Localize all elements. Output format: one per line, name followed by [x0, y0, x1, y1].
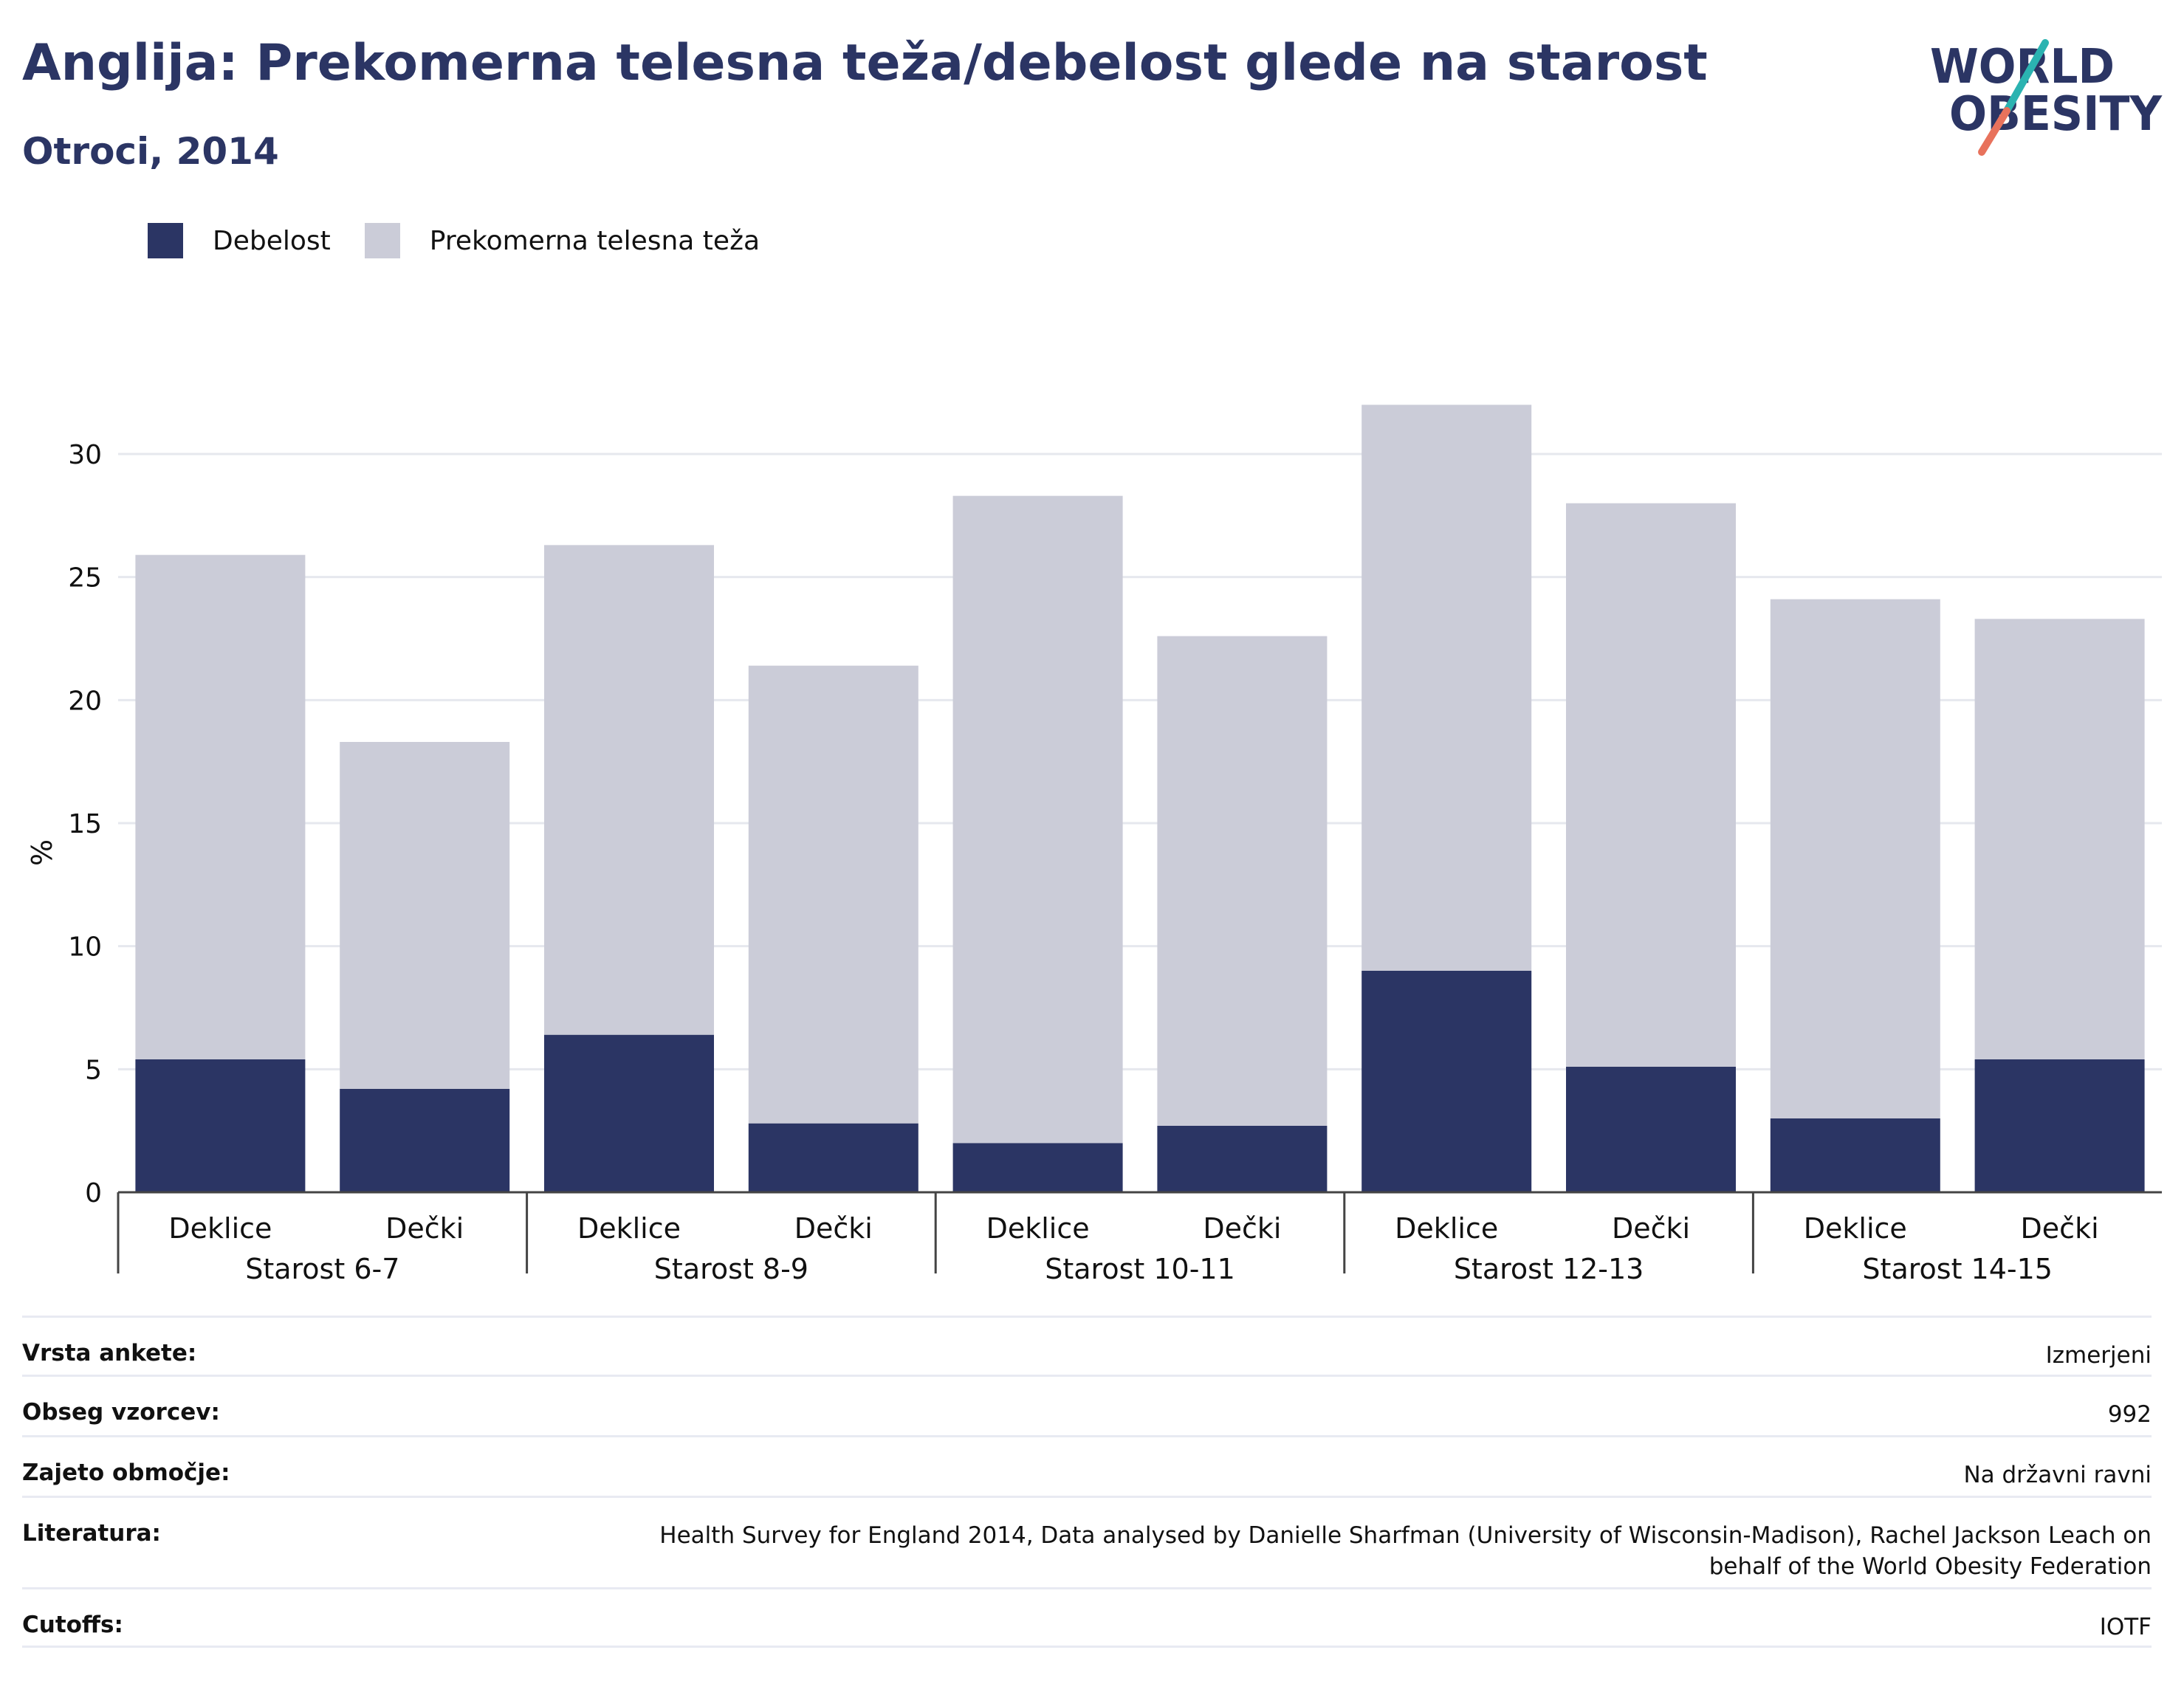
group-label: Starost 12-13 — [1454, 1253, 1644, 1285]
y-tick-label: 15 — [68, 809, 102, 839]
chart-title: Anglija: Prekomerna telesna teža/debelos… — [22, 34, 1708, 92]
y-tick-label: 20 — [68, 686, 102, 716]
logo-line2: OBESITY — [1949, 87, 2163, 142]
bar-overweight — [1770, 599, 1940, 1118]
bar-overweight — [340, 742, 510, 1089]
bar-overweight — [952, 495, 1123, 1144]
x-tick-label: Dečki — [1203, 1212, 1281, 1245]
bar-obesity — [1770, 1118, 1940, 1192]
group-label: Starost 10-11 — [1045, 1253, 1235, 1285]
bar-obesity — [1157, 1126, 1328, 1192]
metadata-value: Izmerjeni — [2045, 1342, 2152, 1369]
bar-overweight — [135, 554, 306, 1059]
metadata-table: Vrsta ankete: Izmerjeni Obseg vzorcev: 992 Z… — [22, 1316, 2152, 1648]
bar-overweight — [1974, 619, 2145, 1059]
chart-subtitle: Otroci, 2014 — [22, 130, 279, 173]
metadata-row: Literatura: Health Survey for England 201… — [22, 1496, 2152, 1587]
metadata-key: Literatura: — [22, 1520, 161, 1547]
x-tick-label: Dečki — [794, 1212, 873, 1245]
legend-swatch-overweight — [364, 223, 400, 258]
x-tick-label: Dečki — [2021, 1212, 2099, 1245]
x-tick-label: Deklice — [1395, 1212, 1498, 1245]
bar-obesity — [1566, 1067, 1736, 1192]
bar-obesity — [340, 1089, 510, 1192]
legend-item-obesity[interactable]: Debelost — [148, 223, 331, 258]
legend-swatch-obesity — [148, 223, 183, 258]
bar-obesity — [135, 1059, 306, 1192]
x-tick-label: Dečki — [1612, 1212, 1690, 1245]
y-tick-label: 5 — [85, 1055, 102, 1085]
legend-item-overweight[interactable]: Prekomerna telesna teža — [364, 223, 760, 258]
bar-obesity — [748, 1123, 918, 1192]
metadata-key: Vrsta ankete: — [22, 1340, 197, 1366]
y-tick-label: 0 — [85, 1178, 102, 1208]
y-tick-label: 25 — [68, 563, 102, 594]
bar-overweight — [1566, 503, 1736, 1067]
metadata-row: Obseg vzorcev: 992 — [22, 1375, 2152, 1435]
bar-overweight — [1361, 405, 1532, 971]
legend-label-obesity: Debelost — [213, 225, 331, 256]
metadata-key: Zajeto območje: — [22, 1460, 230, 1486]
bar-overweight — [748, 665, 918, 1124]
legend-label-overweight: Prekomerna telesna teža — [429, 225, 760, 256]
x-tick-label: Deklice — [1804, 1212, 1907, 1245]
metadata-row: Vrsta ankete: Izmerjeni — [22, 1316, 2152, 1375]
metadata-row: Zajeto območje: Na državni ravni — [22, 1435, 2152, 1496]
group-label: Starost 14-15 — [1862, 1253, 2053, 1285]
y-axis-label: % — [26, 839, 58, 866]
metadata-value: Na državni ravni — [1963, 1462, 2152, 1488]
bar-obesity — [952, 1143, 1123, 1192]
bar-obesity — [544, 1034, 714, 1192]
x-tick-label: Deklice — [986, 1212, 1090, 1245]
bar-obesity — [1974, 1059, 2145, 1192]
metadata-key: Cutoffs: — [22, 1612, 123, 1638]
metadata-row: Cutoffs: IOTF — [22, 1587, 2152, 1648]
metadata-value: 992 — [2107, 1401, 2152, 1428]
bar-obesity — [1361, 971, 1532, 1192]
bar-overweight — [1157, 636, 1328, 1126]
metadata-value: Health Survey for England 2014, Data ana… — [659, 1522, 2152, 1580]
x-tick-label: Deklice — [577, 1212, 681, 1245]
y-tick-label: 30 — [68, 440, 102, 470]
metadata-value: IOTF — [2099, 1614, 2152, 1640]
metadata-key: Obseg vzorcev: — [22, 1399, 220, 1426]
world-obesity-logo: WORLD OBESITY — [1930, 39, 2163, 156]
stacked-bar-chart: 0 5 10 15 20 25 30% Deklice Dečki Deklice Dečki Dek… — [26, 405, 2162, 1285]
y-tick-label: 10 — [68, 932, 102, 963]
legend: Debelost Prekomerna telesna teža — [148, 219, 794, 263]
group-label: Starost 8-9 — [654, 1253, 808, 1285]
x-tick-label: Dečki — [385, 1212, 464, 1245]
group-label: Starost 6-7 — [245, 1253, 399, 1285]
bar-overweight — [544, 545, 714, 1035]
x-tick-label: Deklice — [168, 1212, 272, 1245]
